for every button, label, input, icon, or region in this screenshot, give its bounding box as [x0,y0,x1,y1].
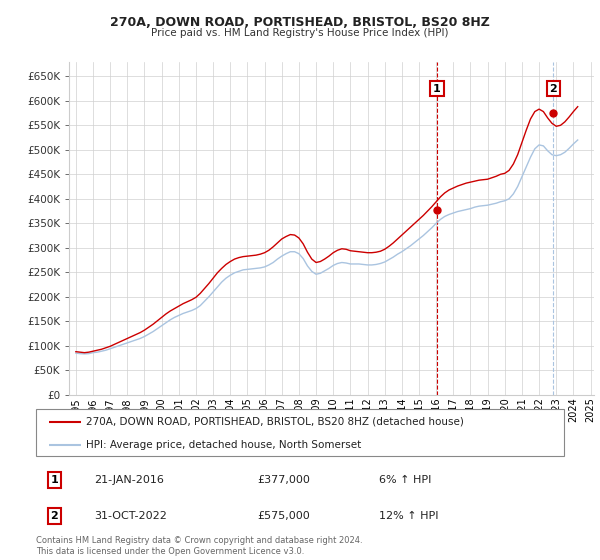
Text: 1: 1 [433,83,441,94]
Text: 6% ↑ HPI: 6% ↑ HPI [379,475,431,485]
Text: £575,000: £575,000 [258,511,311,521]
Text: HPI: Average price, detached house, North Somerset: HPI: Average price, detached house, Nort… [86,440,361,450]
Text: 31-OCT-2022: 31-OCT-2022 [94,511,167,521]
Text: 2: 2 [550,83,557,94]
Text: 2: 2 [50,511,58,521]
Text: 1: 1 [50,475,58,485]
Text: Price paid vs. HM Land Registry's House Price Index (HPI): Price paid vs. HM Land Registry's House … [151,28,449,38]
Text: 21-JAN-2016: 21-JAN-2016 [94,475,164,485]
Text: £377,000: £377,000 [258,475,311,485]
Text: Contains HM Land Registry data © Crown copyright and database right 2024.
This d: Contains HM Land Registry data © Crown c… [36,536,362,556]
Text: 12% ↑ HPI: 12% ↑ HPI [379,511,439,521]
FancyBboxPatch shape [36,409,564,456]
Text: 270A, DOWN ROAD, PORTISHEAD, BRISTOL, BS20 8HZ: 270A, DOWN ROAD, PORTISHEAD, BRISTOL, BS… [110,16,490,29]
Text: 270A, DOWN ROAD, PORTISHEAD, BRISTOL, BS20 8HZ (detached house): 270A, DOWN ROAD, PORTISHEAD, BRISTOL, BS… [86,417,464,427]
